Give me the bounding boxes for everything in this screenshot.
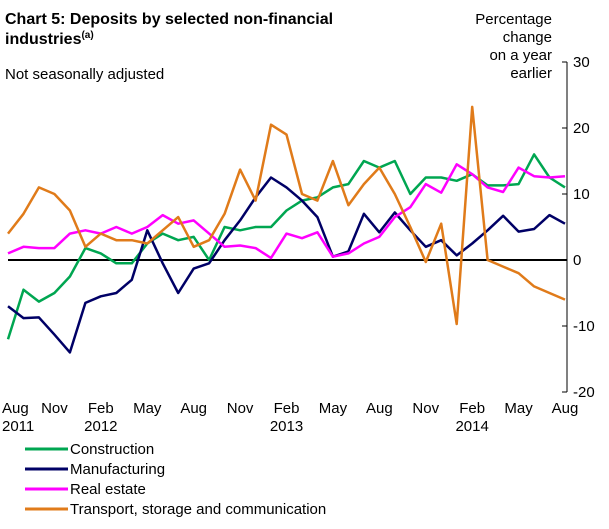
x-year-label: 2013 — [270, 418, 303, 435]
x-year-label: 2011 — [2, 418, 34, 435]
y-tick-label: -10 — [573, 318, 595, 335]
x-year-label: 2012 — [84, 418, 117, 435]
x-tick-label: May — [133, 400, 162, 417]
chart-title-line: industries — [5, 31, 82, 48]
y-axis-label: on a year — [489, 47, 552, 64]
x-tick-label: May — [504, 400, 533, 417]
x-tick-label: Nov — [412, 400, 439, 417]
y-axis-label: Percentage — [475, 11, 552, 28]
x-tick-label: Feb — [274, 400, 300, 417]
chart-subtitle: Not seasonally adjusted — [5, 66, 164, 83]
series-line — [7, 105, 566, 326]
y-axis-label: earlier — [510, 65, 552, 82]
x-tick-label: Aug — [180, 400, 207, 417]
y-tick-label: 10 — [573, 186, 590, 203]
x-year-label: 2014 — [455, 418, 488, 435]
x-tick-label: Feb — [88, 400, 114, 417]
legend-label: Manufacturing — [70, 461, 165, 478]
y-axis-label: change — [503, 29, 552, 46]
y-tick-label: -20 — [573, 384, 595, 401]
y-tick-label: 0 — [573, 252, 581, 269]
x-tick-label: May — [319, 400, 348, 417]
x-tick-label: Nov — [41, 400, 68, 417]
x-tick-label: Aug — [2, 400, 29, 417]
chart-title: industries(a) — [5, 30, 94, 48]
legend-label: Construction — [70, 441, 154, 458]
legend-label: Transport, storage and communication — [70, 501, 326, 518]
chart-title: Chart 5: Deposits by selected non-financ… — [5, 11, 333, 28]
x-tick-label: Feb — [459, 400, 485, 417]
legend-label: Real estate — [70, 481, 146, 498]
x-tick-label: Aug — [552, 400, 579, 417]
title-note: (a) — [81, 30, 93, 41]
x-tick-label: Aug — [366, 400, 393, 417]
y-tick-label: 30 — [573, 54, 590, 71]
series-line — [7, 176, 566, 354]
y-tick-label: 20 — [573, 120, 590, 137]
x-tick-label: Nov — [227, 400, 254, 417]
